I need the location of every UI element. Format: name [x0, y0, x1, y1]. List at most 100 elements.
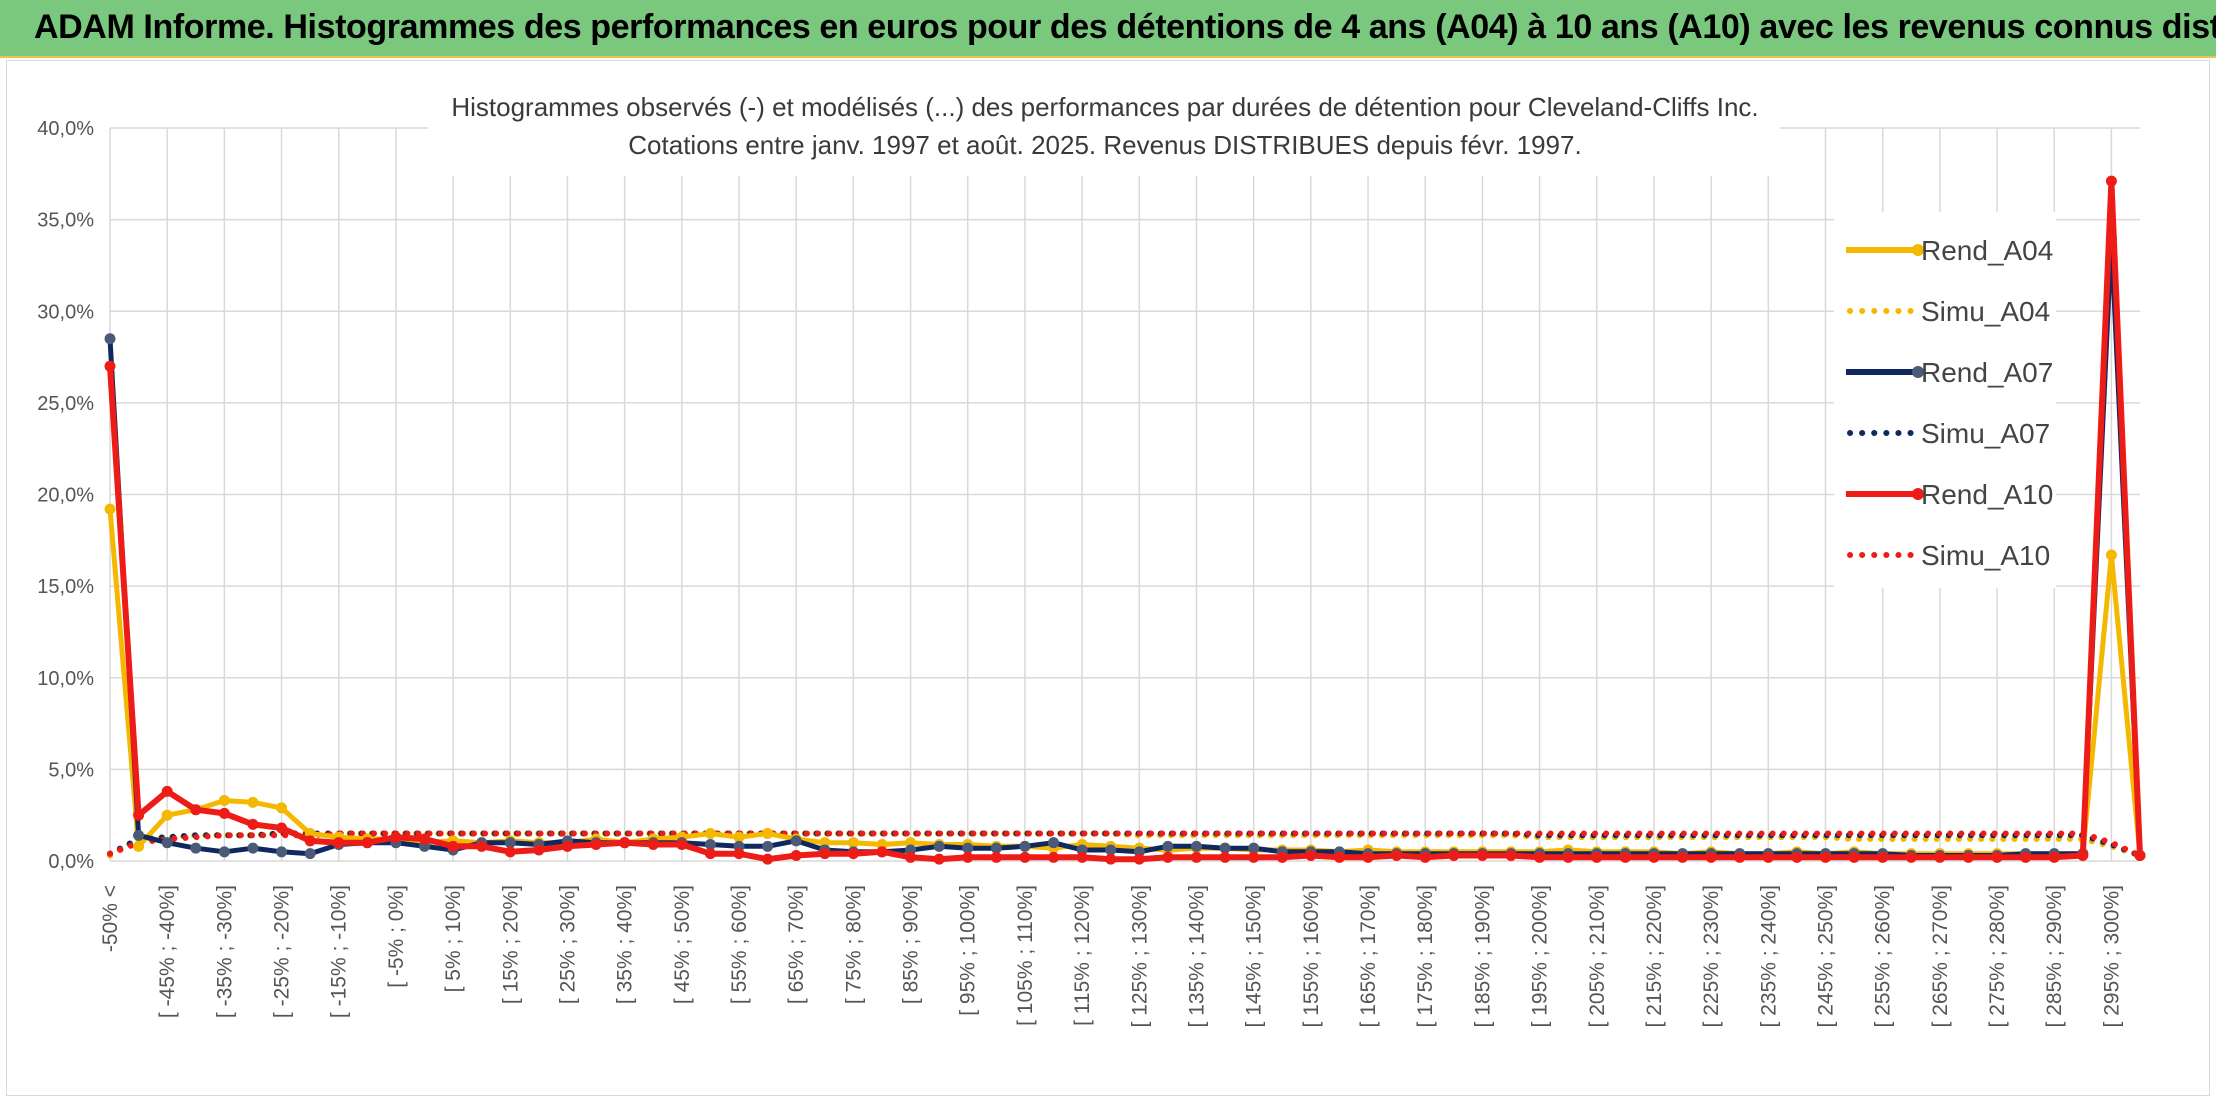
x-tick-label: [ -35% ; -30%]	[213, 885, 236, 1018]
data-point-Rend_A10	[790, 850, 802, 862]
data-point-Rend_A07	[276, 846, 288, 858]
x-tick-label: [ -45% ; -40%]	[156, 885, 179, 1018]
data-point-Rend_A10	[161, 785, 173, 797]
data-point-Rend_A10	[1562, 851, 1574, 863]
data-point-Rend_A07	[104, 333, 116, 345]
data-point-Rend_A10	[447, 840, 459, 852]
chart-frame	[6, 60, 2210, 1096]
data-point-Rend_A04	[762, 828, 774, 840]
data-point-Rend_A04	[133, 840, 145, 852]
x-tick-label: [ 285% ; 290%]	[2043, 885, 2066, 1027]
x-tick-label: [ 75% ; 80%]	[842, 885, 865, 1004]
data-point-Rend_A10	[1305, 850, 1317, 862]
x-tick-label: [ 135% ; 140%]	[1185, 885, 1208, 1027]
data-point-Rend_A10	[962, 851, 974, 863]
data-point-Rend_A10	[905, 851, 917, 863]
legend-label-Simu_A10: Simu_A10	[1921, 540, 2050, 571]
data-point-Rend_A07	[1048, 837, 1060, 849]
chart-title-background	[428, 78, 1780, 176]
x-tick-label: [ 225% ; 230%]	[1700, 885, 1723, 1027]
data-point-Rend_A10	[218, 807, 230, 819]
x-tick-label: [ 115% ; 120%]	[1071, 885, 1094, 1026]
data-point-Rend_A10	[390, 831, 402, 843]
data-point-Rend_A10	[933, 853, 945, 865]
data-point-Rend_A10	[1219, 851, 1231, 863]
x-tick-label: [ 15% ; 20%]	[499, 885, 522, 1004]
data-point-Rend_A10	[1762, 851, 1774, 863]
legend-marker-Rend_A07	[1912, 366, 1924, 378]
x-tick-label: [ 155% ; 160%]	[1300, 885, 1323, 1027]
data-point-Rend_A10	[1534, 851, 1546, 863]
data-point-Rend_A04	[733, 831, 745, 843]
data-point-Rend_A10	[990, 851, 1002, 863]
x-tick-label: [ 195% ; 200%]	[1529, 885, 1552, 1027]
x-tick-label: [ 255% ; 260%]	[1872, 885, 1895, 1027]
data-point-Rend_A07	[704, 839, 716, 851]
data-point-Rend_A07	[933, 840, 945, 852]
data-point-Rend_A10	[590, 839, 602, 851]
data-point-Rend_A04	[2105, 549, 2117, 561]
data-point-Rend_A07	[304, 848, 316, 860]
y-tick-label: 35,0%	[37, 210, 94, 232]
y-tick-label: 15,0%	[37, 576, 94, 598]
data-point-Rend_A10	[1362, 851, 1374, 863]
data-point-Rend_A10	[504, 846, 516, 858]
chart-title-line: Histogrammes observés (-) et modélisés (…	[451, 92, 1758, 122]
data-point-Rend_A10	[1848, 851, 1860, 863]
data-point-Rend_A10	[1505, 850, 1517, 862]
data-point-Rend_A10	[1105, 853, 1117, 865]
data-point-Rend_A10	[1991, 851, 2003, 863]
x-tick-label: [ 265% ; 270%]	[1929, 885, 1952, 1027]
data-point-Rend_A07	[133, 829, 145, 841]
data-point-Rend_A10	[419, 833, 431, 845]
data-point-Rend_A10	[1276, 851, 1288, 863]
legend-label-Rend_A04: Rend_A04	[1921, 235, 2053, 266]
data-point-Rend_A10	[762, 853, 774, 865]
x-tick-label: [ -5% ; 0%]	[385, 885, 408, 988]
data-point-Rend_A10	[1248, 851, 1260, 863]
data-point-Rend_A07	[190, 842, 202, 854]
x-tick-label: [ 85% ; 90%]	[900, 885, 923, 1004]
data-point-Rend_A07	[504, 837, 516, 849]
data-point-Rend_A10	[476, 840, 488, 852]
legend-label-Rend_A10: Rend_A10	[1921, 479, 2053, 510]
x-tick-label: [ 245% ; 250%]	[1814, 885, 1837, 1027]
data-point-Rend_A10	[876, 846, 888, 858]
data-point-Rend_A10	[1419, 851, 1431, 863]
x-tick-label: [ -25% ; -20%]	[271, 885, 294, 1018]
data-point-Rend_A10	[1962, 851, 1974, 863]
x-tick-label: [ 5% ; 10%]	[442, 885, 465, 992]
data-point-Rend_A10	[2105, 175, 2117, 187]
legend-label-Rend_A07: Rend_A07	[1921, 357, 2053, 388]
data-point-Rend_A07	[1219, 842, 1231, 854]
x-tick-label: [ 185% ; 190%]	[1471, 885, 1494, 1027]
x-tick-label: [ -15% ; -10%]	[328, 885, 351, 1018]
x-tick-label: [ 275% ; 280%]	[1986, 885, 2009, 1027]
data-point-Rend_A04	[847, 837, 859, 849]
data-point-Rend_A10	[1648, 851, 1660, 863]
legend-label-Simu_A04: Simu_A04	[1921, 296, 2050, 327]
data-point-Rend_A10	[561, 840, 573, 852]
data-point-Rend_A10	[1019, 851, 1031, 863]
y-tick-label: 30,0%	[37, 301, 94, 323]
data-point-Rend_A10	[819, 848, 831, 860]
series-line-Simu_A07	[107, 830, 2143, 859]
data-point-Rend_A10	[1591, 851, 1603, 863]
x-tick-label: -50% <	[99, 885, 122, 952]
y-tick-label: 25,0%	[37, 393, 94, 415]
report-banner: ADAM Informe. Histogrammes des performan…	[0, 0, 2216, 58]
data-point-Rend_A07	[990, 842, 1002, 854]
x-tick-label: [ 215% ; 220%]	[1643, 885, 1666, 1027]
x-tick-label: [ 65% ; 70%]	[785, 885, 808, 1004]
y-tick-label: 40,0%	[37, 118, 94, 140]
data-point-Rend_A10	[104, 360, 116, 372]
data-point-Rend_A10	[1190, 851, 1202, 863]
data-point-Rend_A10	[1076, 851, 1088, 863]
data-point-Rend_A10	[1705, 851, 1717, 863]
data-point-Rend_A07	[1019, 840, 1031, 852]
data-point-Rend_A10	[2048, 851, 2060, 863]
data-point-Rend_A10	[133, 809, 145, 821]
data-point-Rend_A10	[1905, 851, 1917, 863]
data-point-Rend_A10	[704, 848, 716, 860]
